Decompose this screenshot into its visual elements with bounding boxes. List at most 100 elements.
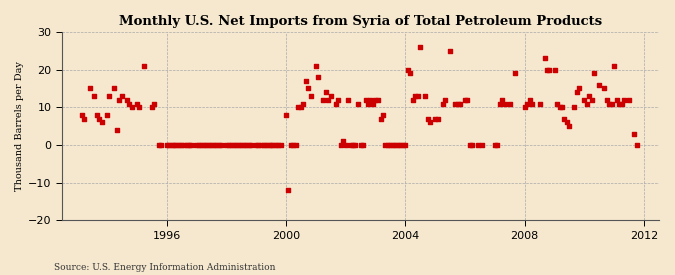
Point xyxy=(365,98,376,102)
Point xyxy=(477,143,487,147)
Point xyxy=(166,143,177,147)
Point xyxy=(193,143,204,147)
Point xyxy=(387,143,398,147)
Point xyxy=(407,98,418,102)
Point xyxy=(581,101,592,106)
Point xyxy=(250,143,261,147)
Point xyxy=(510,71,520,76)
Point xyxy=(519,105,530,109)
Point xyxy=(161,143,172,147)
Point xyxy=(492,143,503,147)
Point xyxy=(246,143,256,147)
Point xyxy=(445,49,456,53)
Point xyxy=(631,143,642,147)
Point xyxy=(430,116,441,121)
Point xyxy=(216,143,227,147)
Point xyxy=(213,143,224,147)
Point xyxy=(104,94,115,98)
Point xyxy=(286,143,296,147)
Point xyxy=(373,98,383,102)
Point xyxy=(293,105,304,109)
Point xyxy=(410,94,421,98)
Point xyxy=(323,98,333,102)
Point xyxy=(268,143,279,147)
Point xyxy=(611,98,622,102)
Point xyxy=(281,113,292,117)
Point xyxy=(398,143,408,147)
Point xyxy=(412,94,423,98)
Point xyxy=(186,143,196,147)
Point xyxy=(305,94,316,98)
Y-axis label: Thousand Barrels per Day: Thousand Barrels per Day xyxy=(15,61,24,191)
Point xyxy=(335,143,346,147)
Point xyxy=(562,120,572,125)
Point xyxy=(89,94,100,98)
Point xyxy=(340,143,351,147)
Point xyxy=(358,143,369,147)
Point xyxy=(423,116,433,121)
Point xyxy=(211,143,222,147)
Point xyxy=(460,98,470,102)
Point xyxy=(464,143,475,147)
Point xyxy=(405,71,416,76)
Point xyxy=(400,143,410,147)
Point xyxy=(258,143,269,147)
Point xyxy=(559,116,570,121)
Point xyxy=(204,143,215,147)
Point xyxy=(343,98,354,102)
Point xyxy=(330,101,341,106)
Point xyxy=(437,101,448,106)
Point xyxy=(524,98,535,102)
Point xyxy=(201,143,212,147)
Point xyxy=(209,143,219,147)
Point xyxy=(261,143,271,147)
Point xyxy=(325,94,336,98)
Point xyxy=(609,64,620,68)
Point xyxy=(116,94,127,98)
Point xyxy=(618,98,629,102)
Point xyxy=(273,143,284,147)
Point xyxy=(395,143,406,147)
Point xyxy=(231,143,242,147)
Point xyxy=(504,101,515,106)
Point xyxy=(234,143,244,147)
Point xyxy=(320,90,331,94)
Point xyxy=(122,98,132,102)
Point xyxy=(467,143,478,147)
Point xyxy=(472,143,483,147)
Point xyxy=(171,143,182,147)
Point xyxy=(584,94,595,98)
Point xyxy=(109,86,119,91)
Point xyxy=(176,143,187,147)
Point xyxy=(392,143,403,147)
Point xyxy=(551,101,562,106)
Point xyxy=(541,67,552,72)
Point xyxy=(415,45,426,49)
Point xyxy=(288,143,299,147)
Point xyxy=(587,98,597,102)
Point xyxy=(226,143,237,147)
Point xyxy=(495,101,506,106)
Point xyxy=(156,143,167,147)
Point xyxy=(132,101,142,106)
Point xyxy=(526,101,537,106)
Point xyxy=(375,116,386,121)
Point xyxy=(432,116,443,121)
Point xyxy=(353,101,364,106)
Point xyxy=(594,82,605,87)
Point xyxy=(126,105,137,109)
Point xyxy=(549,67,560,72)
Point xyxy=(134,105,144,109)
Point xyxy=(624,98,634,102)
Point xyxy=(238,143,249,147)
Point xyxy=(574,86,585,91)
Point xyxy=(139,64,150,68)
Point xyxy=(402,67,413,72)
Point xyxy=(124,101,134,106)
Point xyxy=(497,98,508,102)
Point xyxy=(253,143,264,147)
Point xyxy=(348,143,358,147)
Point xyxy=(500,101,510,106)
Point xyxy=(114,98,125,102)
Point xyxy=(94,116,105,121)
